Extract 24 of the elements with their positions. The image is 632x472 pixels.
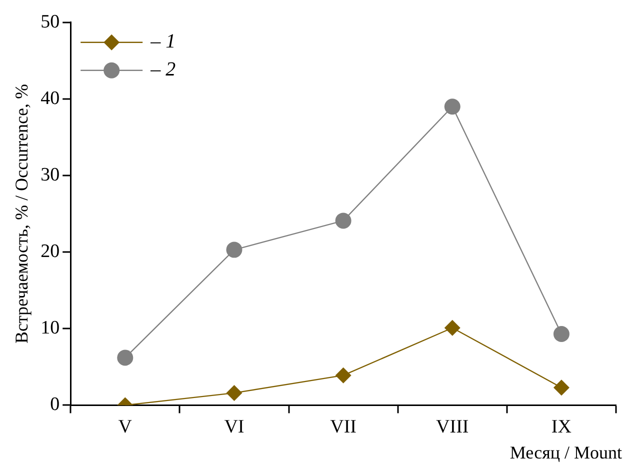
x-tick-label: IX	[551, 416, 572, 438]
point	[444, 98, 460, 115]
legend-label: – 1	[150, 30, 176, 53]
point	[335, 212, 352, 229]
point	[553, 380, 570, 396]
y-tick-label: 30	[40, 164, 60, 186]
y-tick-label: 40	[40, 88, 60, 109]
point	[117, 350, 134, 366]
point	[444, 320, 460, 336]
x-tick-label: VIII	[436, 416, 469, 438]
y-tick-label: 0	[50, 394, 60, 416]
point	[553, 326, 570, 342]
y-axis-title: Встречаемость, % / Occurrence, %	[12, 84, 32, 344]
point	[335, 367, 352, 384]
point	[226, 384, 242, 401]
y-tick-label: 10	[40, 318, 60, 339]
x-tick-label: VI	[224, 416, 244, 438]
x-tick-label: VII	[330, 416, 356, 438]
legend-label: – 2	[150, 58, 176, 81]
x-axis-title: Месяц / Mount	[510, 442, 622, 463]
point	[226, 242, 242, 258]
x-tick-label: V	[118, 416, 132, 438]
y-tick-label: 50	[40, 11, 60, 32]
y-tick-label: 20	[40, 241, 60, 262]
